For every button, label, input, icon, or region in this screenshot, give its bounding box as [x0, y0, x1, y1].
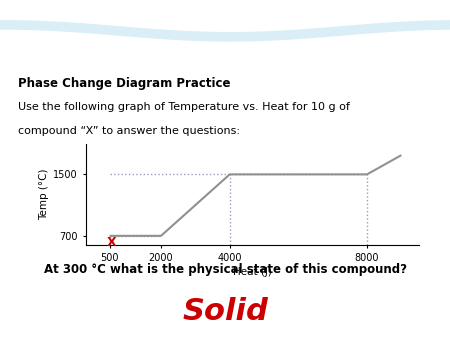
Text: Phase Change Diagram Practice: Phase Change Diagram Practice — [18, 77, 230, 91]
Polygon shape — [0, 54, 450, 74]
X-axis label: Heat (J): Heat (J) — [233, 267, 271, 277]
Text: Use the following graph of Temperature vs. Heat for 10 g of: Use the following graph of Temperature v… — [18, 102, 350, 112]
Text: At 300 °C what is the physical state of this compound?: At 300 °C what is the physical state of … — [44, 263, 406, 276]
Polygon shape — [0, 33, 450, 58]
Text: Solid: Solid — [182, 297, 268, 326]
Y-axis label: Temp (°C): Temp (°C) — [39, 169, 49, 220]
Polygon shape — [0, 20, 450, 42]
Text: compound “X” to answer the questions:: compound “X” to answer the questions: — [18, 126, 240, 136]
Text: X: X — [107, 236, 117, 249]
